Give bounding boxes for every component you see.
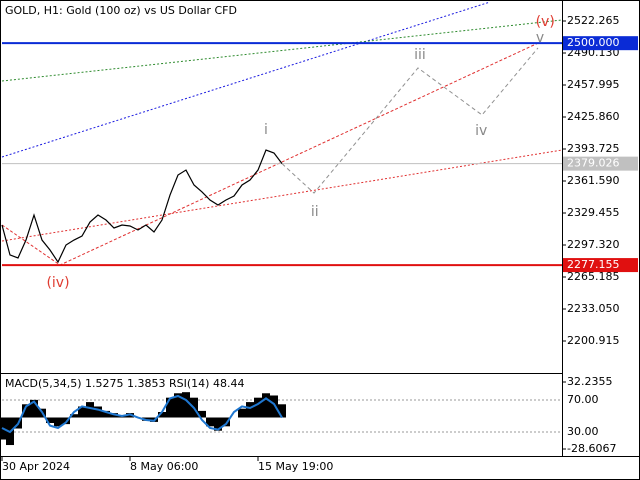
wave-label: (v) [536, 14, 555, 30]
y-tick-label: 2233.050 [567, 302, 620, 315]
y-tick-label: 2457.995 [567, 78, 620, 91]
macd-bar [94, 406, 102, 418]
level-tag [563, 258, 638, 273]
indicator-title: MACD(5,34,5) 1.5275 1.3853 RSI(14) 48.44 [5, 377, 244, 390]
trend-line [1, 1, 491, 158]
level-label: 2500.000 [567, 36, 620, 49]
level-label: 2379.026 [567, 157, 620, 170]
y-tick-label: -28.6067 [567, 442, 616, 455]
macd-bar [30, 399, 38, 418]
wave-label: iii [414, 47, 426, 63]
macd-bar [174, 393, 182, 418]
macd-bar [198, 410, 206, 418]
level-tag [563, 156, 638, 171]
wave-label: v [536, 30, 544, 46]
macd-bar [46, 417, 54, 424]
macd-bar [166, 397, 174, 418]
macd-bar [222, 417, 230, 427]
level-label: 2277.155 [567, 258, 620, 271]
macd-bar [214, 417, 222, 431]
macd-bar [102, 410, 110, 418]
macd-bar [254, 397, 262, 418]
y-tick-label: 2297.320 [567, 238, 620, 251]
trend-line [1, 149, 563, 242]
macd-bar [182, 392, 190, 418]
macd-bar [22, 404, 30, 418]
y-tick-label: 2522.265 [567, 14, 620, 27]
price-line [1, 149, 283, 264]
y-tick-label: 2425.860 [567, 110, 620, 123]
trend-line [281, 47, 539, 194]
macd-bar [70, 414, 78, 418]
macd-bar [54, 417, 62, 427]
wave-label: i [264, 122, 268, 138]
macd-bar [206, 417, 214, 427]
wave-label: ii [311, 204, 319, 220]
macd-bar [78, 406, 86, 418]
macd-bar [158, 411, 166, 418]
x-tick-label: 15 May 19:00 [258, 460, 333, 473]
macd-bar [278, 404, 286, 418]
y-tick-label: 2393.725 [567, 142, 620, 155]
macd-bar [262, 393, 270, 418]
y-tick-label: 2200.915 [567, 334, 620, 347]
trend-line [1, 19, 563, 82]
chart-title: GOLD, H1: Gold (100 oz) vs US Dollar CFD [5, 4, 237, 17]
y-tick-label: 2329.455 [567, 206, 620, 219]
wave-label: (iv) [46, 275, 69, 291]
macd-bar [238, 408, 246, 418]
macd-bar [86, 402, 94, 418]
rsi-line [1, 394, 283, 434]
y-tick-label: 32.2355 [567, 375, 613, 388]
y-tick-label: 2265.185 [567, 270, 620, 283]
x-tick-label: 30 Apr 2024 [2, 460, 70, 473]
wave-label: iv [475, 123, 487, 139]
y2-tick-label: 30.00 [567, 425, 599, 438]
macd-bar [246, 402, 254, 418]
macd-bar [270, 395, 278, 418]
level-tag [563, 36, 638, 51]
y2-tick-label: 70.00 [567, 393, 599, 406]
x-tick-label: 8 May 06:00 [130, 460, 198, 473]
y-tick-label: 2361.590 [567, 174, 620, 187]
